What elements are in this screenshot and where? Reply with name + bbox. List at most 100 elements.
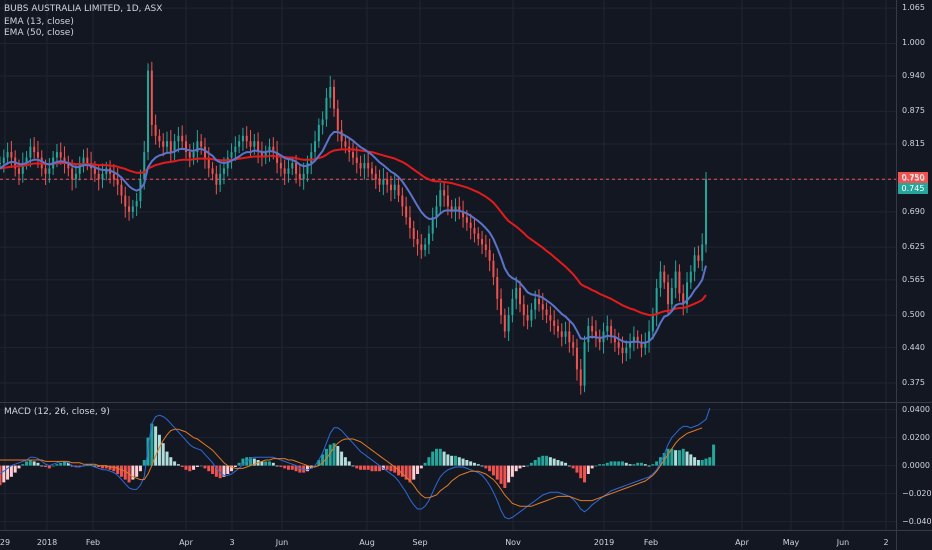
macd-histogram-bar [343, 457, 347, 466]
macd-histogram-bar [427, 457, 431, 466]
candle-body [101, 173, 104, 180]
macd-tick-label: 0.0400 [902, 404, 930, 414]
macd-histogram-bar [400, 465, 404, 477]
macd-histogram-bar [260, 461, 264, 466]
macd-histogram-bar [59, 462, 63, 466]
candle-body [500, 298, 503, 316]
macd-histogram-bar [203, 465, 207, 469]
macd-histogram-bar [450, 455, 454, 466]
candle-body [553, 320, 556, 326]
time-tick-label: 3 [229, 538, 235, 547]
macd-histogram-bar [408, 465, 412, 483]
macd-histogram-bar [476, 464, 480, 466]
ema13-legend: EMA (13, close) [4, 17, 74, 27]
candle-body [17, 168, 20, 174]
candle-body [530, 309, 533, 321]
candle-body [25, 157, 28, 163]
macd-histogram-bar [154, 426, 158, 466]
candle-body [644, 342, 647, 348]
candle-body [541, 304, 544, 310]
macd-histogram-bar [393, 465, 397, 473]
candle-body [253, 141, 256, 147]
candle-body [177, 135, 180, 142]
macd-histogram-bar [104, 465, 108, 469]
candle-body [621, 347, 624, 354]
time-tick-label: Jun [275, 538, 289, 547]
candle-body [648, 331, 651, 343]
macd-histogram-bar [655, 461, 659, 466]
candle-body [33, 146, 36, 153]
candle-body [287, 168, 290, 174]
macd-histogram-bar [275, 465, 279, 467]
macd-histogram-bar [598, 464, 602, 466]
macd-histogram-bar [222, 465, 226, 477]
macd-histogram-bar [55, 464, 59, 466]
price-tick-label: 1.065 [902, 3, 925, 13]
macd-histogram-bar [157, 434, 161, 466]
macd-histogram-bar [211, 465, 215, 474]
macd-histogram-bar [135, 465, 139, 477]
candle-body [317, 124, 320, 142]
candle-body [298, 173, 301, 180]
candle-body [344, 141, 347, 147]
candle-body [640, 342, 643, 348]
macd-histogram-bar [552, 458, 556, 466]
candle-body [454, 206, 457, 212]
macd-histogram-bar [317, 460, 321, 466]
candle-body [333, 86, 336, 109]
macd-histogram-bar [564, 462, 568, 466]
candle-body [511, 298, 514, 316]
candle-body [211, 168, 214, 174]
candle-body [386, 179, 389, 185]
candle-body [67, 162, 70, 169]
price-tick-label: 0.690 [902, 206, 925, 216]
candle-body [446, 195, 449, 207]
macd-histogram-bar [51, 465, 55, 467]
candle-body [519, 287, 522, 305]
macd-histogram-bar [416, 465, 420, 474]
macd-histogram-bar [537, 457, 541, 466]
candle-body [154, 124, 157, 136]
candle-body [515, 287, 518, 299]
macd-histogram-bar [533, 460, 537, 466]
candle-body [534, 298, 537, 310]
time-tick-label: Sep [412, 538, 428, 547]
macd-histogram-bar [510, 465, 514, 477]
macd-histogram-bar [264, 461, 268, 466]
price-tick-label: 0.815 [902, 138, 925, 148]
macd-histogram-bar [359, 465, 363, 470]
macd-histogram-bar [389, 465, 393, 472]
macd-histogram-bar [465, 460, 469, 466]
candle-body [6, 152, 9, 158]
macd-histogram-bar [230, 465, 234, 472]
time-tick-label: Apr [179, 538, 193, 547]
price-tick-label: 0.750 [902, 174, 925, 184]
macd-histogram-bar [169, 457, 173, 466]
candle-body [408, 217, 411, 229]
candle-body [207, 157, 210, 169]
candle-body [587, 325, 590, 343]
candle-body [556, 325, 559, 332]
price-tick-label: 0.500 [902, 310, 925, 320]
macd-histogram-bar [526, 465, 530, 467]
candle-body [537, 298, 540, 305]
macd-histogram-bar [25, 461, 29, 466]
macd-histogram-bar [507, 465, 511, 483]
macd-histogram-bar [381, 465, 385, 470]
candle-body [283, 168, 286, 174]
candle-body [36, 152, 39, 158]
candle-body [674, 271, 677, 288]
candle-body [632, 336, 635, 343]
time-tick-label: 2 [883, 538, 889, 547]
candle-body [200, 141, 203, 147]
macd-histogram-bar [328, 444, 332, 466]
macd-histogram-bar [484, 465, 488, 469]
candle-body [522, 304, 525, 316]
macd-histogram-bar [514, 465, 518, 472]
macd-histogram-bar [119, 465, 123, 477]
macd-histogram-bar [362, 465, 366, 470]
macd-histogram-bar [674, 450, 678, 466]
candle-body [613, 336, 616, 343]
candle-body [321, 119, 324, 125]
